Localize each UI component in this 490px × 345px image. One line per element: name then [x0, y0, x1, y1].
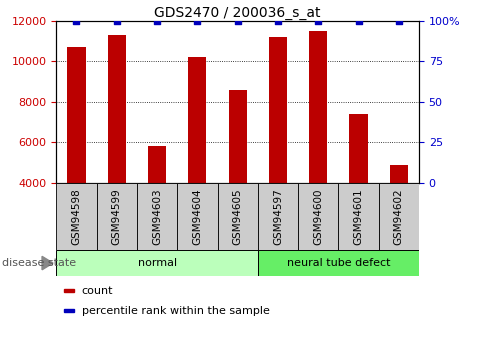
- Text: GSM94602: GSM94602: [394, 188, 404, 245]
- Bar: [298, 183, 339, 250]
- Point: [355, 18, 363, 23]
- Text: GSM94598: GSM94598: [72, 188, 81, 245]
- Bar: [269, 37, 287, 264]
- Text: GSM94601: GSM94601: [353, 188, 364, 245]
- Text: GSM94599: GSM94599: [112, 188, 122, 245]
- Title: GDS2470 / 200036_s_at: GDS2470 / 200036_s_at: [154, 6, 321, 20]
- Point: [234, 18, 242, 23]
- Bar: [56, 250, 258, 276]
- Text: GSM94604: GSM94604: [193, 188, 202, 245]
- Bar: [148, 146, 166, 264]
- Text: percentile rank within the sample: percentile rank within the sample: [82, 306, 270, 316]
- Bar: [390, 165, 408, 264]
- Point: [194, 18, 201, 23]
- Text: GSM94600: GSM94600: [313, 188, 323, 245]
- Bar: [258, 183, 298, 250]
- Text: GSM94605: GSM94605: [233, 188, 243, 245]
- Bar: [64, 309, 74, 312]
- Bar: [56, 183, 97, 250]
- Bar: [97, 183, 137, 250]
- Bar: [218, 183, 258, 250]
- Bar: [258, 250, 419, 276]
- Bar: [68, 47, 86, 264]
- Point: [314, 18, 322, 23]
- Text: count: count: [82, 286, 113, 296]
- Bar: [108, 35, 126, 264]
- Bar: [379, 183, 419, 250]
- Bar: [228, 90, 247, 264]
- Polygon shape: [42, 256, 53, 270]
- Text: normal: normal: [138, 258, 176, 268]
- Bar: [309, 31, 327, 264]
- Point: [153, 18, 161, 23]
- Point: [395, 18, 403, 23]
- Bar: [339, 183, 379, 250]
- Text: GSM94603: GSM94603: [152, 188, 162, 245]
- Point: [73, 18, 80, 23]
- Text: neural tube defect: neural tube defect: [287, 258, 390, 268]
- Bar: [349, 114, 368, 264]
- Bar: [188, 57, 206, 264]
- Point: [113, 18, 121, 23]
- Bar: [64, 289, 74, 292]
- Bar: [177, 183, 218, 250]
- Text: disease state: disease state: [2, 258, 76, 268]
- Text: GSM94597: GSM94597: [273, 188, 283, 245]
- Bar: [137, 183, 177, 250]
- Point: [274, 18, 282, 23]
